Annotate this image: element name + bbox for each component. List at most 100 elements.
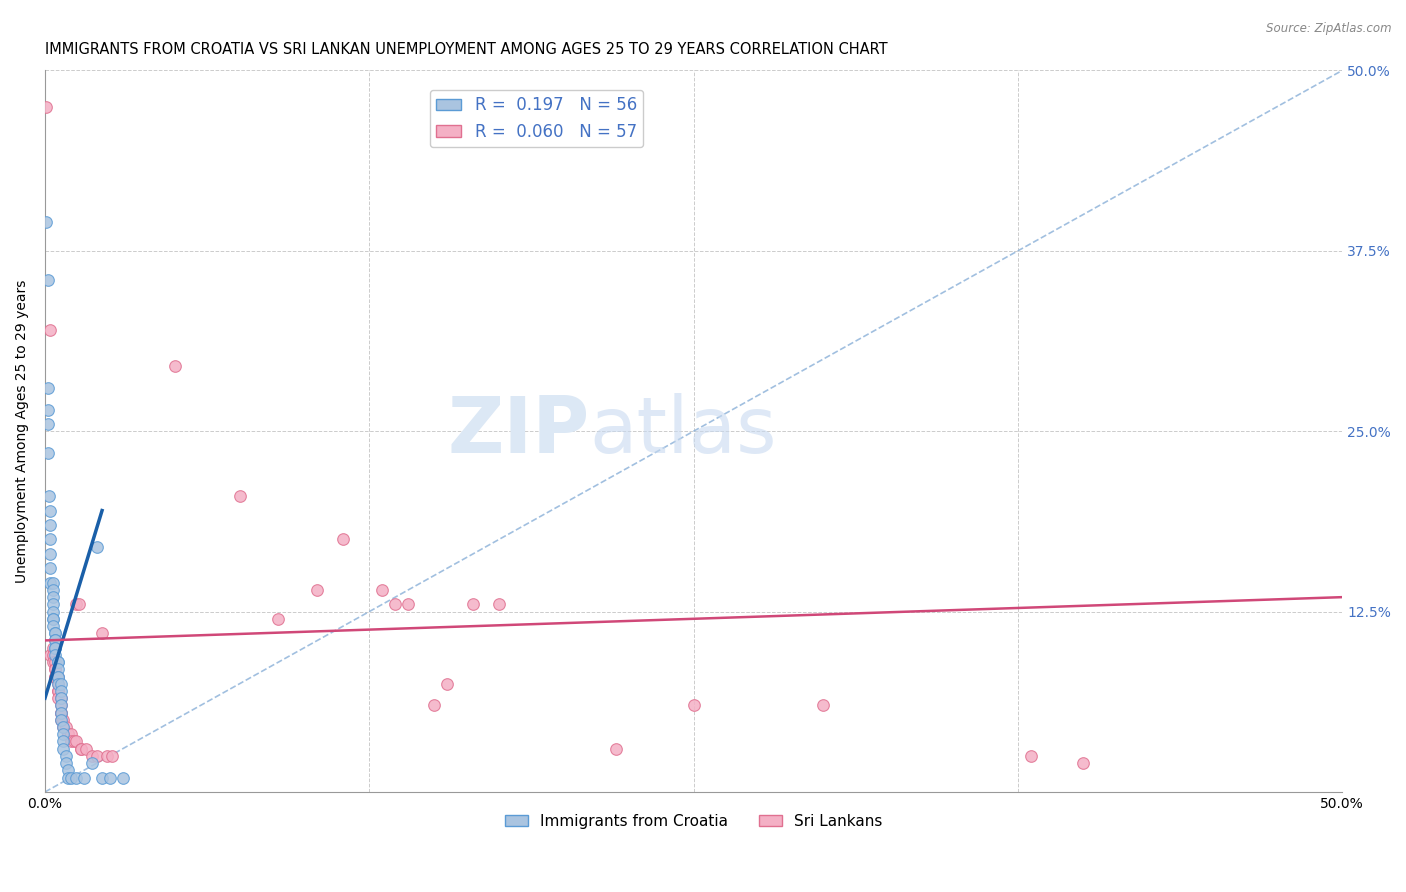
Point (46, 677, 69, 691)
Point (58, 727, 80, 741)
Point (62, 734, 84, 748)
Point (46, 669, 69, 683)
Point (80, 748, 103, 763)
Point (52, 720, 75, 734)
Point (488, 598, 510, 612)
Point (58, 764, 80, 778)
Point (49, 698, 72, 713)
Point (46, 691, 69, 706)
Point (39, 547, 62, 561)
Point (39, 648, 62, 662)
Point (42, 655, 65, 669)
Point (58, 727, 80, 741)
Point (65, 598, 87, 612)
Point (70, 741, 93, 756)
Point (91, 626, 114, 640)
Point (49, 706, 72, 720)
Point (55, 756, 77, 770)
Point (228, 489, 250, 503)
Point (46, 655, 69, 669)
Point (39, 518, 62, 533)
Point (52, 741, 75, 756)
Point (44, 626, 66, 640)
Point (42, 575, 65, 590)
Point (49, 691, 72, 706)
Point (49, 698, 72, 713)
Point (67, 598, 90, 612)
Point (35, 99, 58, 113)
Point (1071, 756, 1094, 770)
Point (59, 771, 82, 785)
Point (49, 691, 72, 706)
Point (52, 713, 75, 727)
Point (111, 771, 134, 785)
Point (70, 741, 93, 756)
Point (42, 598, 65, 612)
Point (49, 713, 72, 727)
Point (37, 446, 59, 460)
Point (52, 720, 75, 734)
Point (46, 655, 69, 669)
Point (37, 273, 59, 287)
Text: IMMIGRANTS FROM CROATIA VS SRI LANKAN UNEMPLOYMENT AMONG AGES 25 TO 29 YEARS COR: IMMIGRANTS FROM CROATIA VS SRI LANKAN UN… (45, 42, 887, 57)
Point (44, 640, 66, 655)
Point (44, 648, 66, 662)
Point (436, 677, 458, 691)
Point (49, 677, 72, 691)
Point (52, 727, 75, 741)
Point (59, 727, 82, 741)
Point (101, 748, 124, 763)
Point (49, 706, 72, 720)
Point (39, 561, 62, 575)
Point (42, 648, 65, 662)
Point (80, 756, 103, 770)
Point (163, 359, 186, 374)
Point (44, 626, 66, 640)
Point (65, 734, 87, 748)
Point (371, 582, 394, 597)
Point (65, 771, 87, 785)
Point (42, 605, 65, 619)
Point (42, 612, 65, 626)
Point (267, 612, 290, 626)
Point (46, 684, 69, 698)
Point (49, 713, 72, 727)
Point (42, 612, 65, 626)
Point (44, 662, 66, 676)
Point (396, 598, 419, 612)
Point (1019, 748, 1042, 763)
Point (96, 748, 118, 763)
Point (46, 684, 69, 698)
Point (39, 323, 62, 337)
Point (682, 698, 704, 713)
Point (42, 640, 65, 655)
Point (42, 582, 65, 597)
Point (86, 540, 108, 554)
Point (98, 771, 121, 785)
Point (37, 381, 59, 395)
Point (384, 598, 406, 612)
Text: ZIP: ZIP (447, 393, 591, 469)
Point (55, 748, 77, 763)
Point (76, 741, 98, 756)
Point (49, 684, 72, 698)
Point (605, 741, 627, 756)
Point (461, 598, 484, 612)
Text: Source: ZipAtlas.com: Source: ZipAtlas.com (1267, 22, 1392, 36)
Point (37, 402, 59, 417)
Point (44, 633, 66, 648)
Point (42, 590, 65, 604)
Point (55, 720, 77, 734)
Point (423, 698, 446, 713)
Point (73, 771, 96, 785)
Point (52, 734, 75, 748)
Point (86, 748, 108, 763)
Point (59, 734, 82, 748)
Point (44, 640, 66, 655)
Point (44, 655, 66, 669)
Point (44, 669, 66, 683)
Point (46, 677, 69, 691)
Point (44, 633, 66, 648)
Point (44, 662, 66, 676)
Point (46, 662, 69, 676)
